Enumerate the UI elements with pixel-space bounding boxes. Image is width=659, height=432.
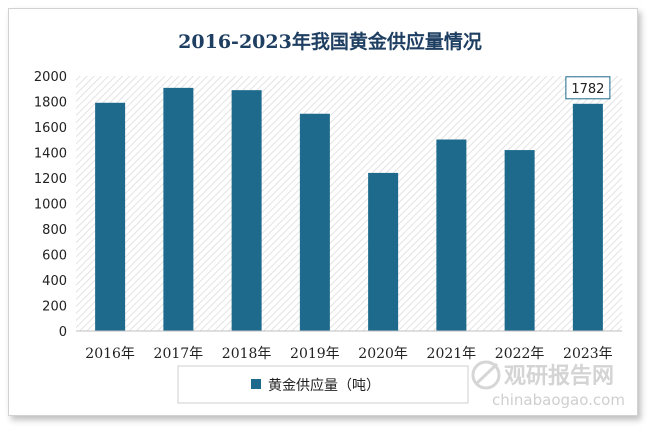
chart-title: 2016-2023年我国黄金供应量情况 [178, 30, 482, 53]
data-label: 1782 [571, 82, 604, 97]
y-tick-label: 400 [42, 274, 67, 289]
watermark: 观研报告网 chinabaogao.com [471, 360, 625, 409]
x-tick-label: 2020年 [358, 346, 408, 362]
watermark-text: 观研报告网 [504, 364, 614, 389]
x-tick-label: 2022年 [495, 346, 545, 362]
bar [368, 172, 399, 331]
y-tick-label: 1400 [34, 147, 67, 162]
legend: 黄金供应量（吨） [177, 365, 469, 404]
legend-box [177, 365, 469, 404]
plot-area [76, 76, 622, 331]
bar [163, 87, 194, 331]
legend-label: 黄金供应量（吨） [268, 377, 380, 394]
legend-swatch [251, 379, 261, 389]
bar [504, 150, 535, 331]
bar [95, 102, 126, 332]
x-tick-label: 2019年 [290, 346, 340, 362]
data-labels: 1782 [565, 76, 611, 100]
y-tick-label: 2000 [34, 70, 67, 85]
x-tick-label: 2023年 [563, 346, 613, 362]
bar-series [95, 87, 603, 332]
y-tick-label: 0 [59, 325, 67, 340]
y-tick-label: 1000 [34, 198, 67, 213]
watermark-logo-icon [471, 360, 501, 390]
x-tick-label: 2018年 [222, 346, 272, 362]
data-label-box [565, 76, 611, 100]
x-tick-label: 2021年 [427, 346, 477, 362]
bar [299, 113, 330, 332]
x-axis: 2016年 2017年 2018年 2019年 2020年 2021年 2022年 2023年 [85, 346, 612, 362]
y-axis: 0 200 400 600 800 1000 1200 1400 1600 1800 2000 [34, 70, 67, 340]
watermark-url: chinabaogao.com [492, 391, 625, 409]
bar [231, 90, 262, 331]
x-tick-label: 2016年 [85, 346, 135, 362]
y-tick-label: 800 [42, 223, 67, 238]
x-tick-label: 2017年 [154, 346, 204, 362]
y-tick-label: 200 [42, 300, 67, 315]
y-tick-label: 600 [42, 249, 67, 264]
y-tick-label: 1200 [34, 172, 67, 187]
y-tick-label: 1800 [34, 96, 67, 111]
bar [572, 103, 603, 331]
y-tick-label: 1600 [34, 121, 67, 136]
bar [436, 139, 467, 331]
